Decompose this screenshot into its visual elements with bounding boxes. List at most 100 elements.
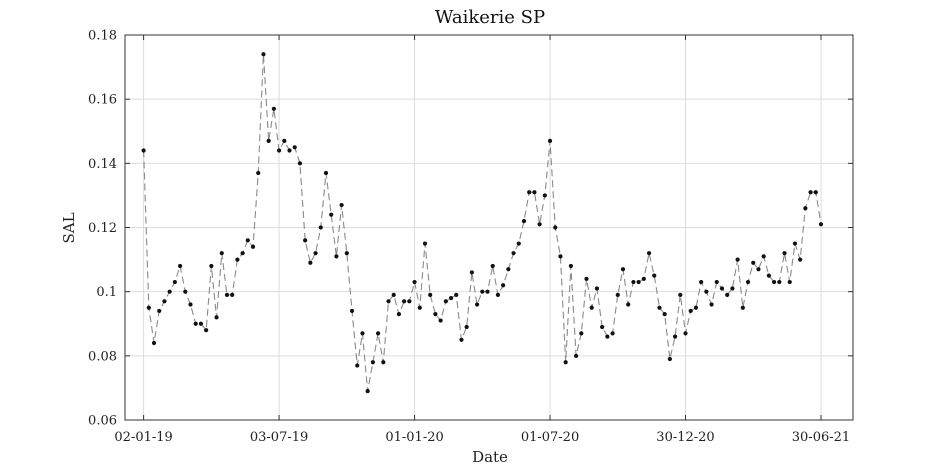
x-tick-label: 02-01-19: [114, 430, 172, 445]
data-point: [610, 331, 615, 336]
data-point: [558, 254, 563, 259]
data-point: [584, 276, 589, 281]
data-point: [230, 292, 235, 297]
x-tick-label: 30-06-21: [792, 430, 850, 445]
data-point: [818, 222, 824, 227]
data-point: [573, 353, 579, 358]
data-point: [516, 241, 521, 246]
data-point: [683, 331, 688, 336]
data-point: [620, 267, 626, 272]
data-point: [782, 251, 787, 256]
data-point: [495, 292, 501, 297]
data-point: [563, 360, 568, 365]
data-point: [798, 257, 803, 262]
data-point: [605, 334, 610, 339]
data-point: [428, 292, 433, 297]
data-point: [542, 193, 547, 198]
data-point: [391, 292, 396, 297]
data-point: [469, 270, 474, 275]
data-point: [417, 305, 422, 310]
data-point: [480, 289, 485, 294]
y-tick-label: 0.14: [88, 157, 117, 172]
data-point: [506, 267, 511, 272]
data-point: [167, 289, 172, 294]
data-point: [725, 292, 730, 297]
data-point: [626, 302, 631, 307]
data-point: [652, 273, 657, 278]
data-point: [521, 218, 527, 224]
data-point: [464, 324, 469, 330]
data-point: [146, 305, 151, 310]
data-point: [402, 299, 407, 304]
data-point: [370, 360, 375, 365]
data-point: [349, 308, 355, 314]
data-point: [329, 212, 334, 217]
data-point: [214, 315, 219, 320]
data-point: [474, 302, 480, 307]
data-point: [261, 52, 266, 57]
data-point: [183, 289, 188, 294]
data-point: [511, 251, 516, 256]
data-point: [334, 254, 339, 259]
data-point: [308, 260, 313, 265]
data-point: [501, 283, 506, 288]
data-point: [422, 241, 428, 246]
data-point: [292, 145, 297, 150]
data-point: [219, 251, 224, 256]
data-point: [730, 286, 735, 291]
data-point: [490, 263, 495, 269]
data-point: [256, 170, 261, 176]
x-tick-label: 30-12-20: [656, 430, 714, 445]
data-point: [162, 299, 167, 304]
data-point: [766, 273, 771, 278]
data-point: [224, 292, 230, 297]
data-point: [532, 190, 537, 195]
y-tick-label: 0.1: [96, 285, 117, 300]
data-point: [318, 225, 323, 230]
data-point: [172, 279, 177, 285]
data-point: [245, 238, 250, 243]
chart-title: Waikerie SP: [435, 7, 545, 28]
data-point: [266, 138, 271, 143]
data-point: [568, 263, 573, 269]
grid-lines: [125, 34, 853, 421]
data-point: [667, 356, 672, 362]
x-tick-labels: 02-01-19 03-07-19 01-01-20 01-07-20 30-12-20…: [114, 430, 850, 445]
data-point: [235, 257, 240, 262]
data-point: [250, 244, 256, 249]
data-point: [412, 279, 417, 285]
data-point: [719, 286, 725, 291]
data-point: [297, 161, 303, 166]
data-point: [600, 324, 605, 330]
data-point: [751, 260, 756, 265]
data-point: [745, 279, 751, 285]
data-point: [740, 305, 745, 310]
data-point: [803, 206, 808, 211]
data-point: [735, 257, 740, 262]
data-point: [188, 302, 193, 307]
data-point: [282, 138, 287, 143]
y-tick-label: 0.16: [88, 93, 117, 108]
data-point: [381, 360, 386, 365]
data-point: [141, 148, 146, 153]
data-point: [641, 276, 646, 281]
y-tick-label: 0.08: [88, 349, 117, 364]
y-axis-title: SAL: [60, 212, 78, 243]
data-point: [662, 312, 667, 317]
data-point: [792, 241, 798, 246]
data-point: [448, 295, 454, 301]
x-tick-label: 03-07-19: [250, 430, 308, 445]
data-point: [547, 138, 553, 143]
data-point: [813, 190, 818, 195]
y-tick-label: 0.06: [88, 414, 117, 429]
data-point: [756, 267, 761, 272]
data-point: [303, 238, 308, 243]
data-point: [527, 190, 532, 195]
data-point: [537, 222, 542, 227]
data-point: [594, 286, 600, 291]
data-point: [443, 299, 448, 304]
data-point: [198, 321, 204, 326]
data-point: [709, 302, 714, 307]
data-point: [714, 279, 719, 285]
